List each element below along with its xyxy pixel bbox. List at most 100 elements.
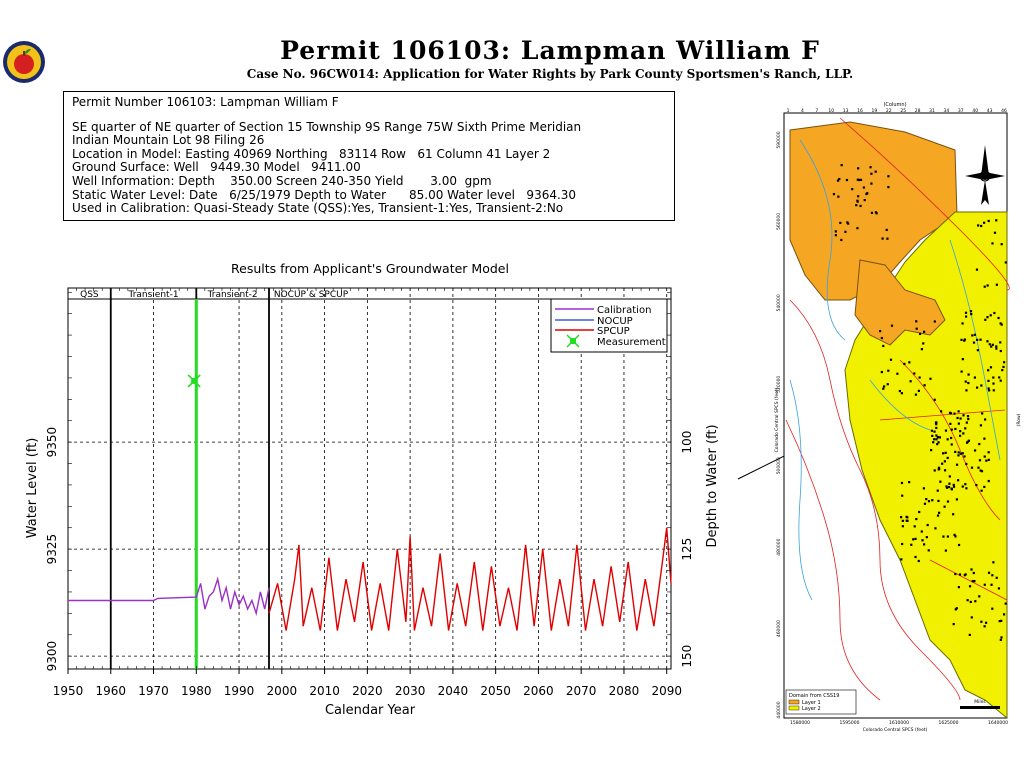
- map-well-marker: [974, 600, 977, 603]
- map-well-marker: [959, 452, 962, 455]
- map-well-marker: [986, 340, 989, 343]
- map-well-marker: [926, 523, 929, 527]
- map-well-marker: [966, 415, 970, 418]
- map-well-marker: [844, 230, 847, 233]
- x-tick-label: 2050: [480, 684, 511, 698]
- map-well-marker: [930, 429, 934, 432]
- axis-layer: 1950 1960 1970 1980 1990 2000 2010 2020 2030 2040…: [45, 288, 694, 698]
- map-well-marker: [933, 438, 936, 441]
- map-well-marker: [944, 549, 947, 552]
- map-well-marker: [961, 322, 964, 325]
- y-tick-label: 9325: [45, 534, 59, 565]
- map-column-tick: 19: [872, 108, 878, 114]
- legend-label-measurement: Measurement: [597, 337, 666, 348]
- map-well-marker: [914, 555, 917, 559]
- map-well-marker: [917, 559, 920, 563]
- map-well-marker: [885, 228, 888, 232]
- map-column-tick: 25: [900, 108, 906, 114]
- map-well-marker: [922, 330, 926, 333]
- map-column-tick: 7: [815, 108, 818, 114]
- series-line-spcup: [268, 527, 672, 631]
- map-well-marker: [845, 178, 849, 182]
- map-well-marker: [962, 414, 965, 417]
- info-line: Static Water Level: Date 6/25/1979 Depth…: [72, 187, 577, 202]
- map-well-marker: [979, 338, 982, 341]
- map-column-tick: 4: [801, 108, 804, 114]
- map-well-marker: [978, 442, 981, 446]
- map-well-marker: [859, 204, 862, 208]
- y2-axis-label: Depth to Water (ft): [705, 424, 720, 547]
- map-column-tick: 22: [886, 108, 892, 114]
- map-well-marker: [954, 608, 957, 611]
- map-well-marker: [1000, 243, 1003, 246]
- map-well-marker: [856, 199, 859, 202]
- y-tick-label: 9300: [45, 641, 59, 672]
- map-well-marker: [857, 195, 860, 198]
- map-well-marker: [959, 430, 962, 433]
- map-northing-tick: 560000: [776, 213, 782, 230]
- map-well-marker: [874, 211, 878, 214]
- map-well-marker: [987, 571, 991, 574]
- map-well-marker: [986, 284, 989, 287]
- map-northing-tick: 520000: [776, 376, 782, 393]
- map-column-tick: 37: [958, 108, 964, 114]
- map-well-marker: [927, 549, 930, 552]
- map-well-marker: [964, 311, 968, 314]
- map-stream-lines: [789, 139, 1001, 601]
- map-well-marker: [933, 430, 936, 433]
- map-well-marker: [913, 525, 916, 528]
- map-well-marker: [971, 580, 974, 583]
- map-well-marker: [858, 178, 861, 182]
- map-well-marker: [915, 327, 918, 330]
- map-well-marker: [967, 439, 971, 442]
- x-axis-label: Calendar Year: [325, 703, 416, 718]
- map-well-marker: [932, 441, 935, 444]
- map-well-marker: [1004, 261, 1007, 264]
- map-well-marker: [890, 324, 894, 327]
- map-well-marker: [981, 412, 984, 415]
- map-well-marker: [978, 459, 982, 462]
- map-well-marker: [956, 416, 959, 420]
- map-well-marker: [960, 370, 963, 373]
- x-tick-label: 2080: [609, 684, 640, 698]
- map-well-marker: [965, 389, 968, 392]
- map-northing-tick: 540000: [776, 294, 782, 311]
- info-line: Well Information: Depth 350.00 Screen 24…: [72, 173, 492, 188]
- map-well-marker: [969, 310, 973, 313]
- map-well-marker: [964, 315, 968, 318]
- map-northing-tick: 480000: [776, 538, 782, 555]
- map-well-marker: [983, 455, 986, 458]
- map-well-marker: [970, 568, 973, 571]
- map-well-marker: [1000, 323, 1003, 326]
- x-tick-label: 1960: [95, 684, 126, 698]
- map-well-marker: [923, 502, 927, 505]
- map-well-marker: [973, 376, 976, 379]
- map-well-marker: [964, 573, 967, 576]
- map-well-marker: [940, 410, 943, 413]
- map-well-marker: [991, 574, 994, 577]
- map-well-marker: [1000, 636, 1003, 639]
- map-well-marker: [965, 462, 968, 466]
- map-well-marker: [862, 186, 866, 189]
- map-scale-bar: Miles: [960, 699, 1000, 709]
- map-well-marker: [964, 380, 967, 383]
- map-column-tick: 34: [944, 108, 950, 114]
- info-line: Location in Model: Easting 40969 Northin…: [72, 146, 551, 161]
- map-well-marker: [901, 519, 904, 522]
- county-seal-logo: [3, 41, 45, 83]
- map-well-marker: [863, 198, 866, 202]
- map-column-tick: 43: [987, 108, 993, 114]
- map-well-marker: [905, 519, 908, 522]
- map-well-marker: [983, 485, 986, 489]
- map-well-marker: [965, 421, 968, 424]
- map-right-axis-label: (Row): [1016, 413, 1022, 426]
- map-well-marker: [917, 389, 920, 392]
- map-well-marker: [973, 579, 976, 583]
- map-well-marker: [838, 177, 841, 181]
- map-well-marker: [1004, 602, 1007, 605]
- map-well-marker: [922, 342, 925, 345]
- map-well-marker: [870, 211, 874, 214]
- map-well-marker: [960, 338, 963, 341]
- map-well-marker: [887, 369, 890, 372]
